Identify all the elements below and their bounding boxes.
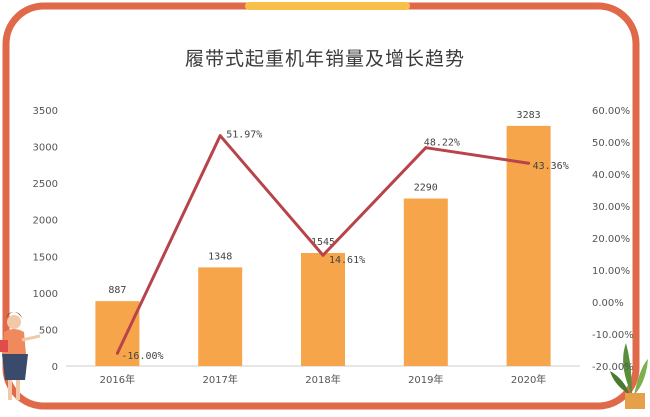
x-axis-category: 2018年 [305,373,340,386]
bar [95,301,140,366]
bar-value-label: 1545 [311,237,335,248]
right-axis-tick: 0.00% [592,298,624,309]
chart-title: 履带式起重机年销量及增长趋势 [184,48,465,70]
x-axis-category: 2016年 [100,373,135,386]
left-axis-tick: 500 [39,325,58,336]
bar [403,198,448,366]
x-axis-category: 2017年 [202,373,237,386]
left-axis-tick: 3500 [33,106,58,117]
left-axis-tick: 3000 [33,143,58,154]
x-axis-category: 2020年 [511,373,546,386]
growth-value-label: 43.36% [533,161,569,172]
growth-point [115,351,119,355]
bar [198,267,243,366]
bar-value-label: 3283 [517,110,541,121]
growth-point [321,253,325,257]
right-axis-tick: 20.00% [592,234,630,245]
left-axis-tick: 0 [52,362,58,373]
bar-value-label: 2290 [414,183,438,194]
x-axis-category: 2019年 [408,373,443,386]
right-axis-tick: -10.00% [592,330,634,341]
top-tab-accent [245,2,410,10]
left-axis-tick: 1500 [33,252,58,263]
bar [506,125,551,366]
right-axis-tick: 10.00% [592,266,630,277]
person-illustration [0,312,41,400]
right-axis-tick: 30.00% [592,202,630,213]
growth-value-label: 14.61% [329,255,365,266]
right-axis-tick: 40.00% [592,170,630,181]
bar-value-label: 887 [108,285,126,296]
plant-illustration [610,343,648,409]
growth-point [424,146,428,150]
growth-point [527,161,531,165]
right-axis-tick: -20.00% [592,362,634,373]
growth-point [218,134,222,138]
growth-value-label: 51.97% [226,130,262,141]
left-axis-tick: 2500 [33,179,58,190]
right-axis-tick: 60.00% [592,106,630,117]
bar-value-label: 1348 [208,251,232,262]
growth-value-label: 48.22% [424,138,460,149]
left-axis-tick: 1000 [33,289,58,300]
left-axis-tick: 2000 [33,216,58,227]
bar [301,252,345,366]
growth-value-label: -16.00% [121,351,163,362]
right-axis-tick: 50.00% [592,138,630,149]
